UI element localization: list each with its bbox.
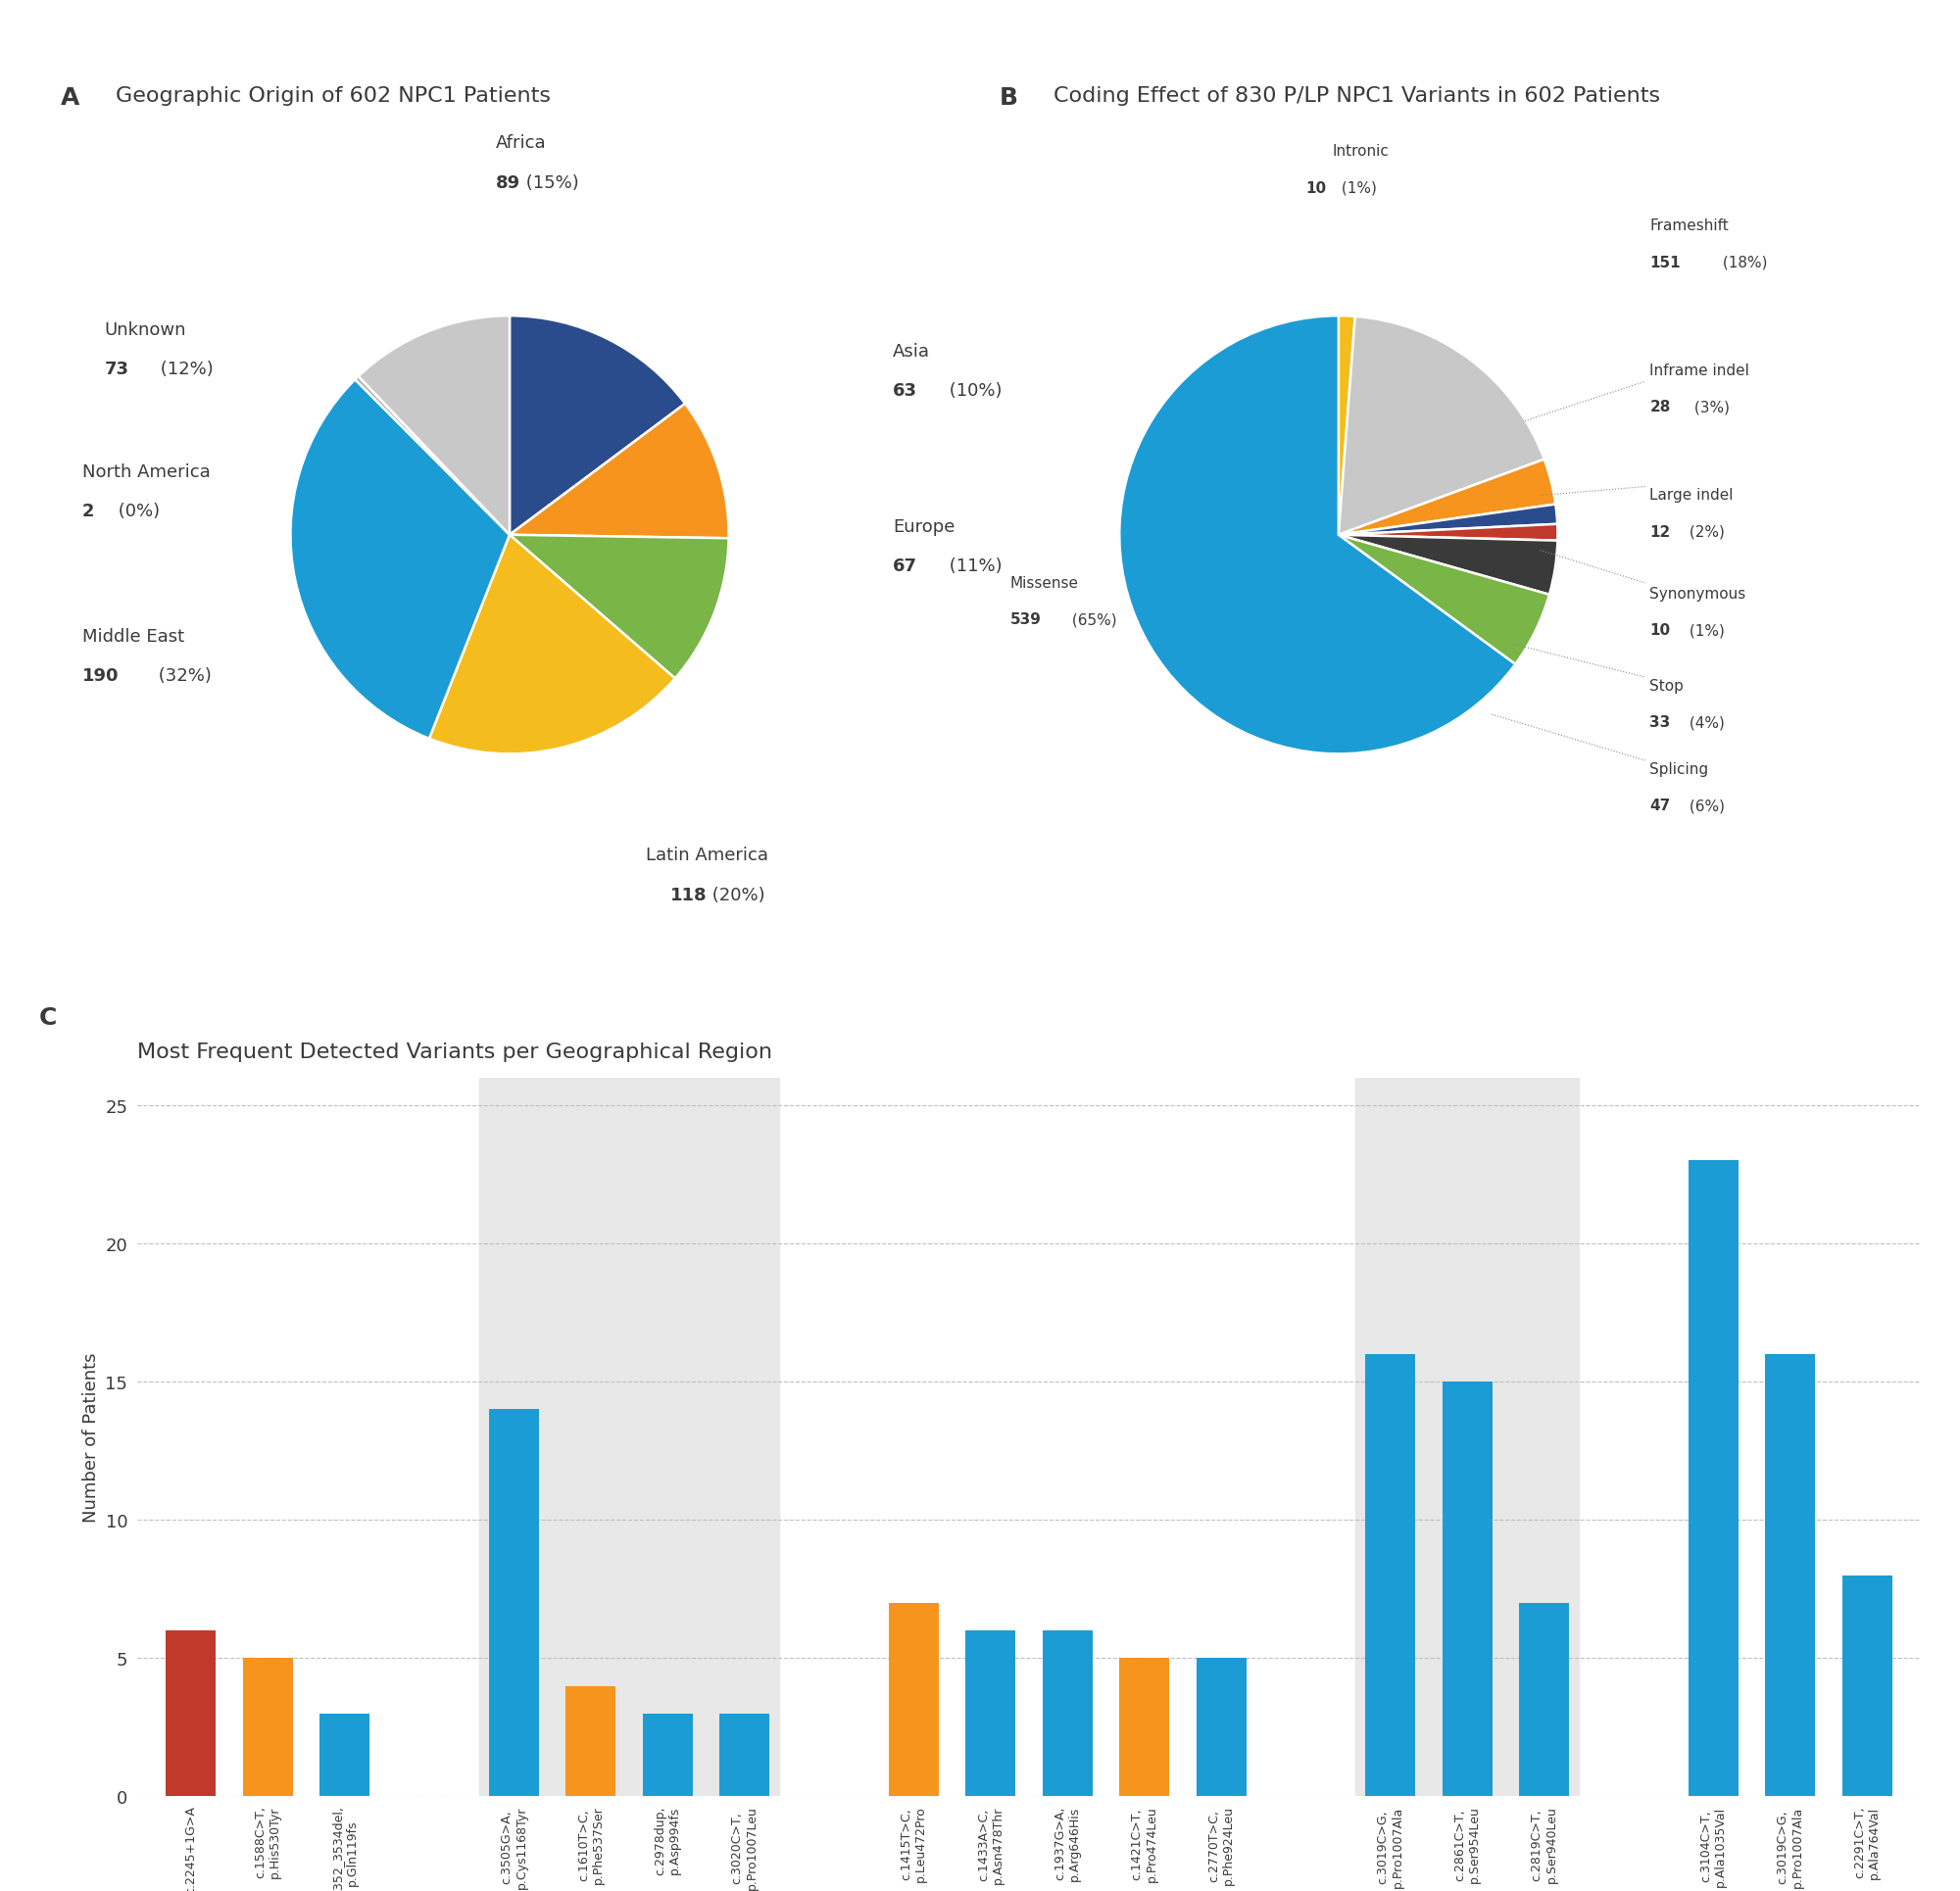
- Text: (0%): (0%): [114, 503, 161, 520]
- Bar: [243, 1658, 292, 1796]
- Text: (32%): (32%): [153, 668, 212, 685]
- Text: 73: 73: [104, 361, 129, 378]
- Text: 33: 33: [1650, 715, 1670, 730]
- Text: (10%): (10%): [943, 382, 1002, 399]
- Text: 12: 12: [1650, 524, 1670, 539]
- Text: Splicing: Splicing: [1650, 762, 1709, 777]
- Text: Missense: Missense: [1009, 575, 1078, 590]
- Text: Europe: Europe: [894, 518, 955, 535]
- Wedge shape: [1339, 505, 1558, 535]
- Text: 67: 67: [894, 558, 917, 575]
- Bar: [1688, 1161, 1739, 1796]
- Text: (6%): (6%): [1686, 798, 1725, 813]
- Bar: [888, 1604, 939, 1796]
- Wedge shape: [355, 376, 510, 535]
- Bar: [1196, 1658, 1247, 1796]
- Wedge shape: [359, 316, 510, 535]
- Wedge shape: [1339, 318, 1544, 535]
- Bar: [1119, 1658, 1170, 1796]
- Bar: [1519, 1604, 1570, 1796]
- Wedge shape: [510, 316, 686, 535]
- Text: (1%): (1%): [1686, 622, 1725, 637]
- Wedge shape: [1339, 316, 1354, 535]
- Text: B: B: [1000, 87, 1017, 110]
- Bar: [1766, 1354, 1815, 1796]
- Text: (15%): (15%): [521, 174, 578, 191]
- Text: North America: North America: [82, 463, 210, 480]
- Text: 118: 118: [670, 885, 708, 904]
- Wedge shape: [510, 535, 729, 679]
- Bar: [488, 1409, 539, 1796]
- Text: Large indel: Large indel: [1650, 488, 1733, 503]
- Wedge shape: [1339, 535, 1548, 666]
- Text: Intronic: Intronic: [1333, 144, 1390, 159]
- Wedge shape: [1339, 535, 1558, 596]
- Text: 10: 10: [1305, 182, 1327, 195]
- Text: Asia: Asia: [894, 342, 931, 361]
- Bar: [1366, 1354, 1415, 1796]
- Wedge shape: [1339, 460, 1556, 535]
- Text: Most Frequent Detected Variants per Geographical Region: Most Frequent Detected Variants per Geog…: [137, 1042, 772, 1061]
- Text: Middle East: Middle East: [82, 628, 184, 645]
- Text: C: C: [39, 1006, 57, 1029]
- Bar: [1842, 1575, 1891, 1796]
- Text: 89: 89: [496, 174, 521, 191]
- Text: Frameshift: Frameshift: [1650, 219, 1729, 233]
- Text: Inframe indel: Inframe indel: [1650, 363, 1750, 378]
- Wedge shape: [1119, 316, 1515, 755]
- Wedge shape: [290, 380, 510, 739]
- Text: A: A: [61, 87, 80, 110]
- Text: (12%): (12%): [155, 361, 214, 378]
- Text: Africa: Africa: [496, 134, 545, 153]
- Wedge shape: [1339, 524, 1558, 541]
- Text: (3%): (3%): [1690, 399, 1729, 414]
- Text: (20%): (20%): [708, 885, 764, 904]
- Bar: [1443, 1382, 1492, 1796]
- Y-axis label: Number of Patients: Number of Patients: [82, 1352, 100, 1522]
- Text: (4%): (4%): [1686, 715, 1725, 730]
- Text: (2%): (2%): [1686, 524, 1725, 539]
- Text: Stop: Stop: [1650, 679, 1684, 694]
- Text: 28: 28: [1650, 399, 1670, 414]
- Bar: [966, 1630, 1015, 1796]
- Bar: [566, 1687, 615, 1796]
- Bar: [1043, 1630, 1092, 1796]
- Text: (1%): (1%): [1337, 182, 1376, 195]
- Text: (11%): (11%): [943, 558, 1002, 575]
- Text: Latin America: Latin America: [645, 847, 768, 864]
- Text: Coding Effect of 830 P/LP NPC1 Variants in 602 Patients: Coding Effect of 830 P/LP NPC1 Variants …: [1054, 87, 1660, 106]
- Bar: [1356, 1078, 1578, 1796]
- Bar: [167, 1630, 216, 1796]
- Bar: [719, 1713, 770, 1796]
- Text: (18%): (18%): [1717, 255, 1768, 270]
- Text: Unknown: Unknown: [104, 321, 186, 338]
- Bar: [480, 1078, 780, 1796]
- Text: 2: 2: [82, 503, 94, 520]
- Text: 63: 63: [894, 382, 917, 399]
- Text: Geographic Origin of 602 NPC1 Patients: Geographic Origin of 602 NPC1 Patients: [116, 87, 551, 106]
- Text: 539: 539: [1009, 613, 1041, 626]
- Text: (65%): (65%): [1066, 613, 1117, 626]
- Wedge shape: [510, 405, 729, 539]
- Text: 10: 10: [1650, 622, 1670, 637]
- Wedge shape: [429, 535, 674, 755]
- Text: 47: 47: [1650, 798, 1670, 813]
- Bar: [319, 1713, 370, 1796]
- Text: 190: 190: [82, 668, 120, 685]
- Text: Synonymous: Synonymous: [1650, 586, 1746, 601]
- Bar: [643, 1713, 692, 1796]
- Text: 151: 151: [1650, 255, 1680, 270]
